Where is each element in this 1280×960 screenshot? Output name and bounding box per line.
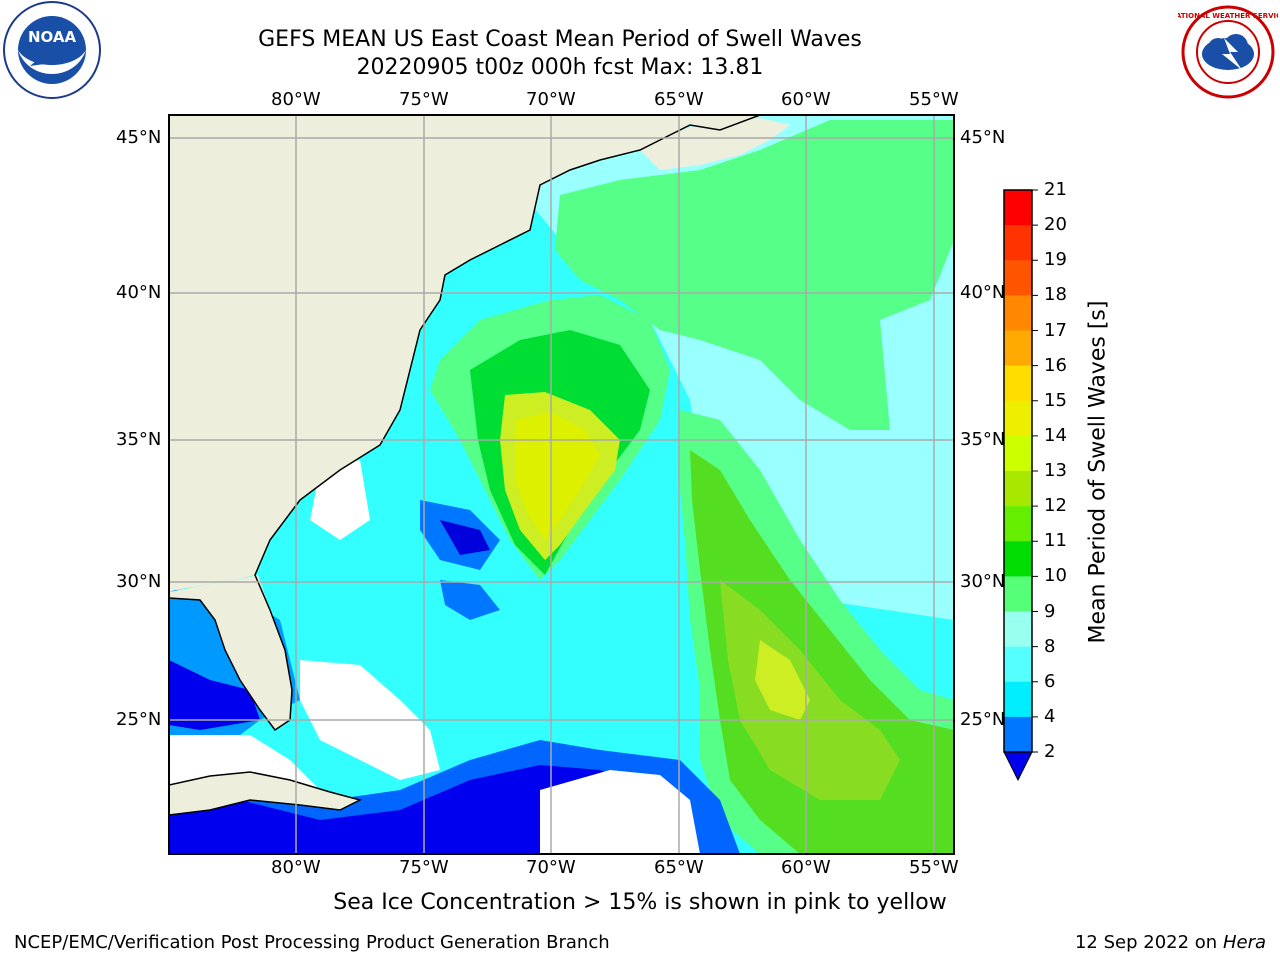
colorbar-tick-label: 21: [1044, 179, 1067, 200]
lat-label-left-30n: 30°N: [116, 571, 162, 592]
lat-label-left-45n: 45°N: [116, 127, 162, 148]
colorbar-segment: [1004, 576, 1032, 612]
colorbar-tick-label: 6: [1044, 670, 1056, 692]
colorbar-segment: [1004, 646, 1032, 683]
footer-date: 12 Sep 2022 on Hera: [1075, 932, 1266, 953]
footer-host: Hera: [1222, 932, 1266, 953]
lon-label-top-75w: 75°W: [399, 89, 449, 110]
land-north-america: [169, 115, 760, 592]
lat-label-right-35n: 35°N: [960, 429, 1006, 450]
colorbar-tick-label: 14: [1044, 424, 1067, 446]
chart-subtitle: 20220905 t00z 000h fcst Max: 13.81: [356, 55, 764, 80]
lat-label-right-45n: 45°N: [960, 127, 1006, 148]
lon-label-bottom-60w: 60°W: [781, 857, 831, 878]
colorbar-tick-label: 8: [1044, 635, 1056, 657]
lat-label-left-40n: 40°N: [116, 282, 162, 303]
svg-text:NATIONAL WEATHER SERVICE: NATIONAL WEATHER SERVICE: [1178, 12, 1278, 20]
colorbar-segment: [1004, 435, 1032, 472]
colorbar-tick-label: 19: [1044, 249, 1067, 271]
colorbar-tick-label: 15: [1044, 389, 1067, 411]
coastline-cuba: [169, 771, 363, 816]
colorbar-tick-label: 4: [1044, 705, 1056, 727]
colorbar-segment: [1004, 330, 1032, 367]
colorbar-tick-label: 11: [1044, 530, 1067, 552]
swell-band-12-13-east: [755, 640, 810, 720]
coastline: [169, 115, 761, 732]
lon-label-bottom-65w: 65°W: [654, 857, 704, 878]
lon-label-top-55w: 55°W: [909, 89, 959, 110]
lon-label-bottom-75w: 75°W: [399, 857, 449, 878]
svg-text:NOAA: NOAA: [28, 28, 77, 46]
lat-label-left-25n: 25°N: [116, 709, 162, 730]
swell-band-9-10-north: [555, 120, 954, 430]
footer-date-text: 12 Sep 2022 on: [1074, 932, 1218, 953]
colorbar-tick-label: 18: [1044, 284, 1067, 306]
colorbar-tick-label: 16: [1044, 354, 1067, 376]
lat-label-right-30n: 30°N: [960, 571, 1006, 592]
colorbar-segment: [1004, 400, 1032, 437]
no-data-hispaniola: [540, 770, 700, 854]
footer-credit: NCEP/EMC/Verification Post Processing Pr…: [14, 932, 610, 953]
colorbar-segment: [1004, 541, 1032, 577]
map-frame: [168, 114, 955, 855]
lat-label-right-40n: 40°N: [960, 282, 1006, 303]
lon-label-top-65w: 65°W: [654, 89, 704, 110]
lon-label-top-80w: 80°W: [271, 89, 321, 110]
swell-band-2-4-west: [169, 660, 260, 730]
colorbar-segment: [1004, 471, 1032, 507]
colorbar-title: Mean Period of Swell Waves [s]: [1085, 300, 1111, 644]
lon-label-top-70w: 70°W: [526, 89, 576, 110]
chart-title: GEFS MEAN US East Coast Mean Period of S…: [258, 27, 862, 52]
swell-band-2-4-central: [440, 520, 490, 555]
colorbar-tick-label: 9: [1044, 600, 1056, 622]
graticule: [169, 115, 954, 854]
colorbar-segment: [1004, 190, 1032, 226]
colorbar-tick-label: 10: [1044, 565, 1067, 587]
swell-band-13-14-core: [515, 412, 600, 540]
colorbar-segment: [1004, 611, 1032, 648]
colorbar-segment: [1004, 295, 1032, 331]
colorbar-tick-label: 12: [1044, 495, 1067, 517]
colorbar-segment: [1004, 365, 1032, 402]
lon-label-bottom-70w: 70°W: [526, 857, 576, 878]
colorbar-tick-label: 17: [1044, 319, 1067, 341]
national-weather-service-logo: NATIONAL WEATHER SERVICE: [1178, 5, 1278, 99]
lon-label-bottom-80w: 80°W: [271, 857, 321, 878]
land-nova-scotia: [640, 118, 790, 170]
land-cuba: [169, 772, 360, 815]
swell-band-4-6-south: [440, 580, 500, 620]
colorbar-extend-arrow: [1003, 751, 1033, 782]
colorbar-tick-label: 2: [1044, 741, 1056, 762]
colorbar-segment: [1004, 506, 1032, 542]
lon-label-top-60w: 60°W: [781, 89, 831, 110]
land-florida: [169, 575, 292, 730]
lat-label-right-25n: 25°N: [960, 709, 1006, 730]
colorbar-tick-label: 13: [1044, 460, 1067, 481]
colorbar-segment: [1004, 260, 1032, 296]
lat-label-left-35n: 35°N: [116, 429, 162, 450]
sea-ice-note: Sea Ice Concentration > 15% is shown in …: [333, 890, 947, 915]
swell-band-11-12-east: [720, 580, 900, 800]
colorbar-segment: [1004, 716, 1032, 753]
colorbar-segment: [1004, 681, 1032, 718]
noaa-logo: NOAA: [3, 1, 101, 99]
colorbar-segment: [1004, 225, 1032, 261]
colorbar-tick-label: 20: [1044, 214, 1067, 236]
lon-label-bottom-55w: 55°W: [909, 857, 959, 878]
